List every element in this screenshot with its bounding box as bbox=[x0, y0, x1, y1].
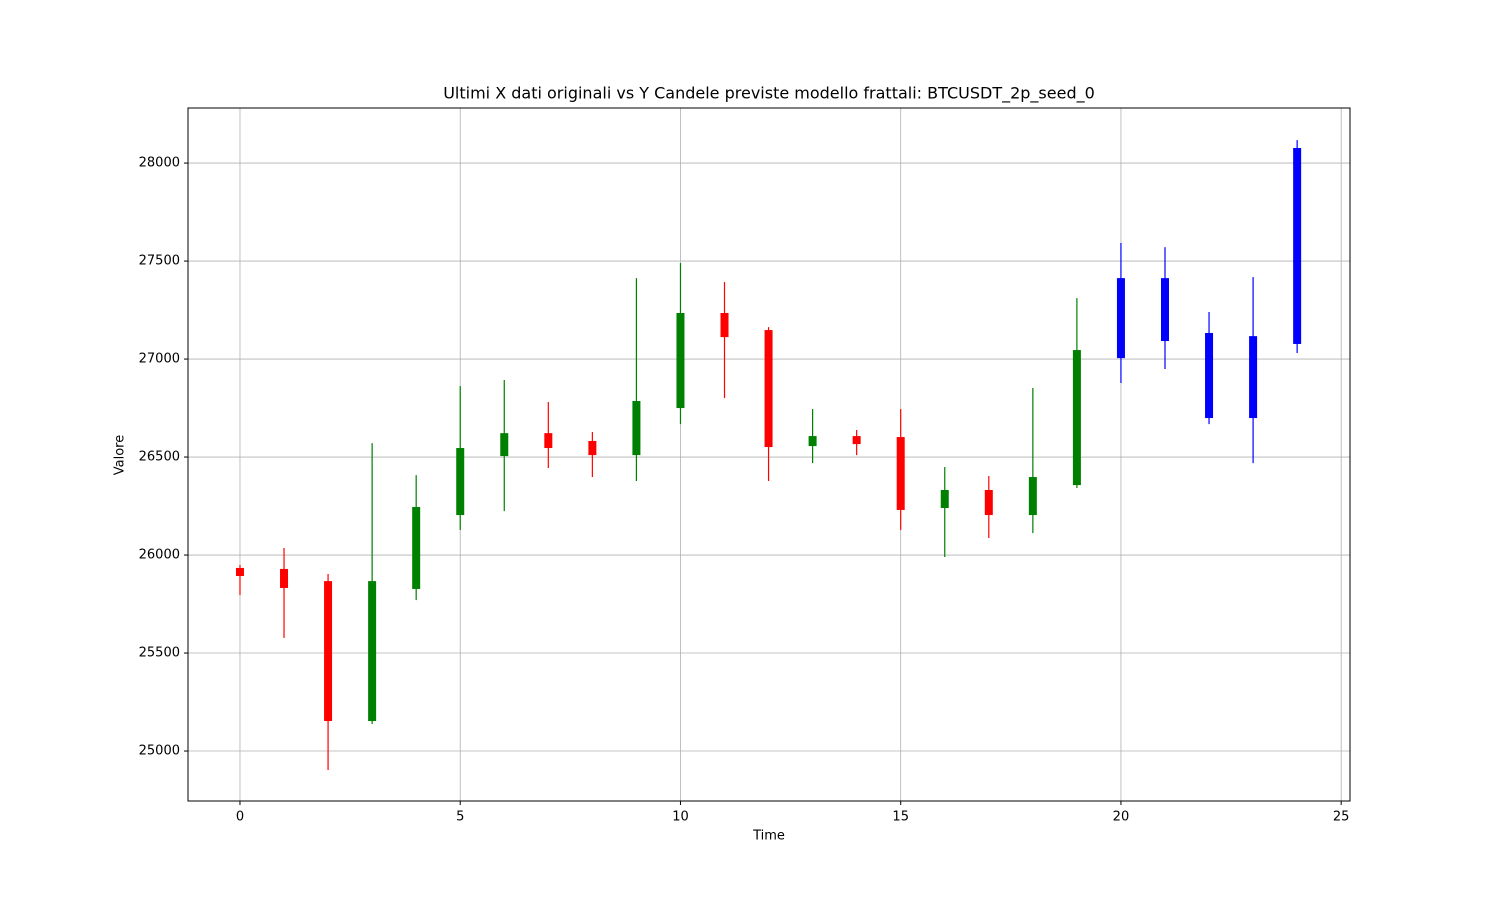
candle-body bbox=[588, 440, 597, 456]
x-tick-label: 20 bbox=[1113, 810, 1130, 825]
candle-body bbox=[368, 581, 377, 722]
x-tick-label: 25 bbox=[1333, 810, 1350, 825]
y-tick-label: 26500 bbox=[139, 450, 180, 465]
x-axis-label: Time bbox=[752, 829, 785, 844]
candle-body bbox=[676, 312, 685, 409]
chart-title: Ultimi X dati originali vs Y Candele pre… bbox=[443, 84, 1095, 104]
candle-body bbox=[984, 489, 993, 516]
candle-body bbox=[412, 507, 421, 589]
candle-body bbox=[632, 400, 641, 456]
candle-body bbox=[324, 581, 333, 722]
y-tick-label: 27500 bbox=[139, 254, 180, 269]
candle-body bbox=[896, 437, 905, 510]
y-tick-label: 25500 bbox=[139, 646, 180, 661]
candle-body bbox=[500, 433, 509, 457]
candle-body bbox=[764, 330, 773, 448]
candle-body bbox=[1205, 332, 1214, 419]
candle-body bbox=[1249, 336, 1258, 419]
candle-body bbox=[1028, 477, 1037, 516]
y-axis-label: Valore bbox=[113, 435, 128, 475]
y-tick-label: 25000 bbox=[139, 744, 180, 759]
x-tick-label: 10 bbox=[672, 810, 689, 825]
candle-body bbox=[720, 312, 729, 338]
candle-body bbox=[280, 568, 289, 588]
candle-body bbox=[808, 436, 817, 447]
candle-body bbox=[852, 436, 861, 445]
candle-body bbox=[544, 433, 553, 449]
x-tick-label: 0 bbox=[236, 810, 244, 825]
x-tick-label: 15 bbox=[892, 810, 909, 825]
y-tick-label: 28000 bbox=[139, 156, 180, 171]
candle-body bbox=[235, 567, 244, 577]
candle-body bbox=[1293, 147, 1302, 344]
candle-body bbox=[456, 448, 465, 516]
candle-body bbox=[1116, 278, 1125, 359]
candle-body bbox=[940, 489, 949, 509]
x-tick-label: 5 bbox=[456, 810, 464, 825]
y-tick-label: 27000 bbox=[139, 352, 180, 367]
candle-body bbox=[1072, 350, 1081, 486]
y-tick-label: 26000 bbox=[139, 548, 180, 563]
plot-frame bbox=[187, 107, 1351, 802]
candle-body bbox=[1160, 278, 1169, 342]
